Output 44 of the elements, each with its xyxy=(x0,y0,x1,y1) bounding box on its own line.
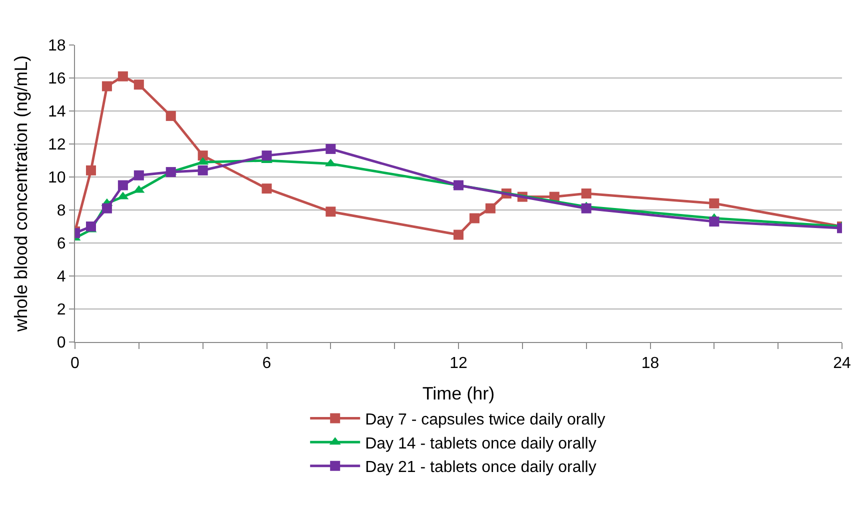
point xyxy=(454,180,464,190)
legend-label: Day 21 - tablets once daily orally xyxy=(365,459,596,476)
y-tick-label: 8 xyxy=(56,202,66,220)
point xyxy=(581,203,592,214)
point xyxy=(134,80,144,90)
y-axis-title: whole blood concentration (ng/mL) xyxy=(11,55,32,333)
point xyxy=(166,110,176,121)
x-tick-label: 12 xyxy=(450,355,468,372)
y-tick-label: 12 xyxy=(48,136,66,154)
point xyxy=(198,150,208,161)
point xyxy=(102,81,112,92)
point xyxy=(326,206,336,217)
point xyxy=(454,230,464,240)
y-tick-label: 2 xyxy=(56,302,66,319)
point xyxy=(581,188,592,198)
y-tick-label: 0 xyxy=(56,334,66,352)
x-tick-label: 18 xyxy=(641,355,660,372)
point xyxy=(86,165,96,176)
point xyxy=(198,165,208,176)
point xyxy=(102,203,112,214)
point xyxy=(709,198,720,208)
point xyxy=(86,222,96,232)
y-tick-label: 6 xyxy=(56,236,66,253)
legend-label: Day 7 - capsules twice daily orally xyxy=(365,412,606,429)
y-tick-label: 10 xyxy=(48,170,66,187)
x-tick-label: 24 xyxy=(833,355,851,372)
point xyxy=(709,216,720,227)
point xyxy=(469,213,480,224)
point xyxy=(326,144,336,154)
legend-label: Day 14 - tablets once daily orally xyxy=(365,435,596,452)
point xyxy=(485,203,496,214)
point xyxy=(166,167,176,178)
x-axis-title: Time (hr) xyxy=(422,383,495,404)
point xyxy=(262,184,272,194)
y-tick-label: 4 xyxy=(56,268,66,286)
y-tick-label: 14 xyxy=(48,104,66,121)
x-tick-label: 6 xyxy=(262,355,272,372)
point xyxy=(118,180,128,190)
point xyxy=(262,150,272,161)
x-tick-label: 0 xyxy=(70,355,80,372)
y-tick-label: 18 xyxy=(48,38,66,55)
point xyxy=(134,170,144,180)
y-tick-label: 16 xyxy=(48,70,66,88)
point xyxy=(118,71,128,82)
